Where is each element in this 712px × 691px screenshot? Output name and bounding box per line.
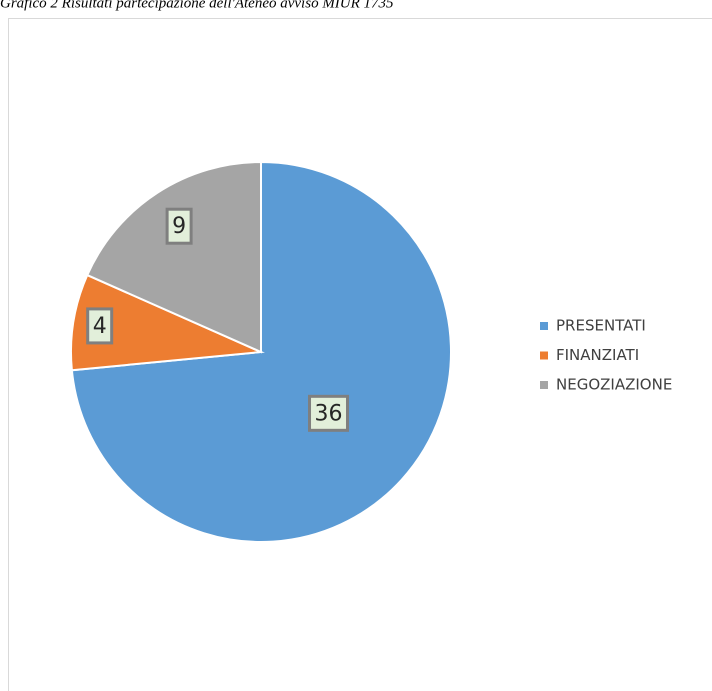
data-label: 4	[93, 314, 107, 339]
pie-slice	[85, 160, 262, 354]
data-label-box	[86, 307, 114, 345]
legend-swatch	[540, 351, 548, 360]
chart-title: Grafico 2 Risultati partecipazione dell'…	[0, 0, 394, 11]
legend-label: PRESENTATI	[556, 317, 646, 335]
legend-label: NEGOZIAZIONE	[556, 376, 672, 394]
data-label: 36	[315, 401, 343, 426]
data-label-box	[165, 207, 193, 245]
legend-label: FINANZIATI	[556, 346, 639, 364]
data-label: 9	[172, 214, 186, 239]
legend-swatch	[540, 322, 548, 330]
legend-swatch	[540, 381, 548, 389]
data-label-box	[308, 394, 350, 432]
pie-slice	[70, 273, 265, 372]
chart-frame	[8, 18, 712, 691]
